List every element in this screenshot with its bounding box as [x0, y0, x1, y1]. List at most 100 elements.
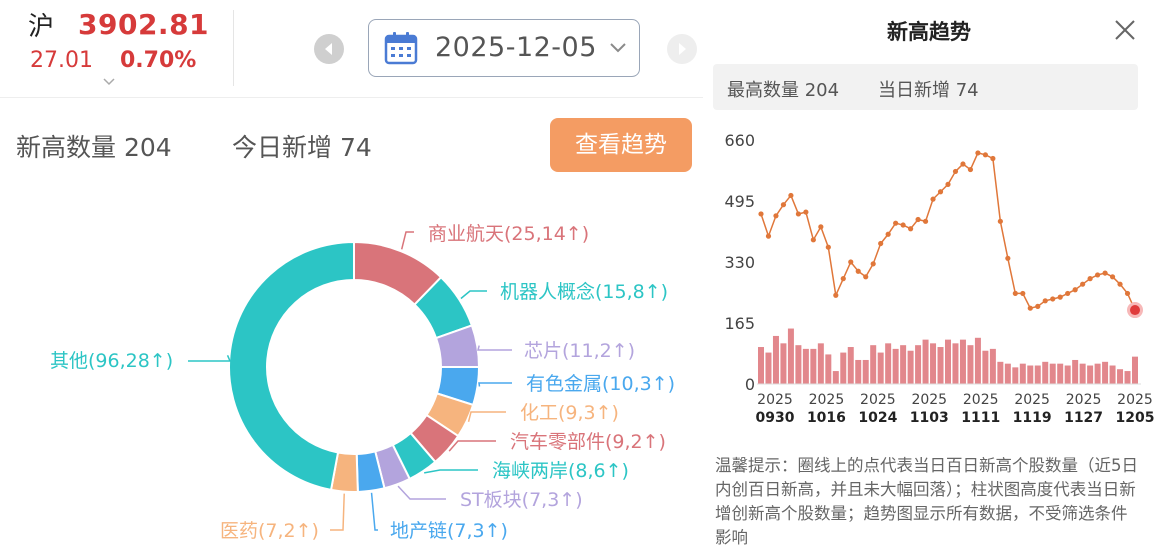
trend-point[interactable]: [937, 189, 944, 195]
trend-point[interactable]: [1102, 270, 1108, 276]
trend-point[interactable]: [1117, 281, 1123, 287]
trend-point[interactable]: [922, 218, 929, 224]
donut-label: 医药(7,2↑): [220, 520, 319, 542]
trend-point[interactable]: [1124, 290, 1131, 297]
trend-point[interactable]: [878, 240, 884, 247]
trend-panel: 新高趋势 最高数量 204 当日新增 74 0 165 330 495 660 2025 0…: [703, 0, 1155, 553]
y-tick-label: 330: [724, 253, 755, 272]
trend-point[interactable]: [870, 261, 876, 267]
chevron-down-icon[interactable]: [103, 78, 115, 86]
date-value: 2025-12-05: [435, 32, 597, 63]
trend-point[interactable]: [818, 224, 824, 230]
trend-point[interactable]: [1109, 274, 1116, 280]
new-count-bar: [847, 347, 854, 384]
trend-point[interactable]: [1012, 290, 1018, 297]
new-count-bar: [959, 339, 966, 384]
trend-point[interactable]: [833, 292, 839, 298]
trend-point[interactable]: [1072, 287, 1078, 293]
new-count-bar: [1012, 367, 1019, 384]
new-high-count: 新高数量 204: [16, 133, 172, 162]
trend-line: [760, 152, 1136, 311]
trend-point[interactable]: [982, 152, 988, 158]
trend-point[interactable]: [765, 233, 772, 239]
trend-point[interactable]: [1027, 305, 1033, 311]
trend-point[interactable]: [848, 259, 854, 265]
trend-point[interactable]: [885, 231, 891, 237]
trend-point[interactable]: [773, 213, 779, 219]
panel-title: 新高趋势: [887, 20, 971, 44]
prev-date-button[interactable]: [314, 34, 344, 64]
new-count-bar: [1049, 363, 1056, 384]
new-count-bar: [840, 352, 847, 384]
donut-label: 芯片(11,2↑): [524, 340, 635, 362]
donut-label: 地产链(7,3↑): [390, 520, 508, 542]
x-tick-year: 2025: [809, 392, 845, 408]
trend-point[interactable]: [840, 276, 846, 282]
new-count-bar: [1124, 371, 1131, 384]
trend-point[interactable]: [1057, 294, 1063, 300]
trend-point[interactable]: [967, 166, 974, 173]
trend-point[interactable]: [952, 168, 959, 175]
view-trend-button[interactable]: 查看趋势: [550, 118, 692, 172]
new-count-bar: [907, 350, 914, 384]
new-count-bar: [945, 339, 951, 384]
new-count-bar: [967, 345, 974, 384]
trend-point[interactable]: [795, 211, 801, 217]
trend-point[interactable]: [915, 216, 921, 223]
trend-point[interactable]: [975, 150, 981, 156]
today-new: 当日新增 74: [878, 80, 979, 101]
chevron-right-icon: [679, 43, 686, 55]
trend-point[interactable]: [803, 209, 809, 215]
new-count-bar: [810, 348, 817, 384]
trend-point[interactable]: [1095, 272, 1101, 278]
index-change: 27.01: [30, 48, 93, 73]
trend-point[interactable]: [1042, 298, 1048, 304]
trend-point[interactable]: [945, 181, 951, 187]
max-count: 最高数量 204: [727, 80, 840, 101]
trend-point[interactable]: [893, 220, 899, 226]
x-tick-year: 2025: [1014, 392, 1050, 408]
close-icon[interactable]: [1113, 18, 1137, 42]
new-count-bar: [1042, 361, 1049, 384]
new-count-bar: [885, 343, 892, 384]
chevron-left-icon: [325, 43, 332, 55]
trend-point[interactable]: [997, 218, 1003, 224]
trend-point[interactable]: [758, 211, 764, 217]
new-count-bar: [1079, 363, 1086, 384]
next-date-button[interactable]: [667, 34, 697, 64]
trend-point[interactable]: [1050, 296, 1056, 302]
donut-label: 汽车零部件(9,2↑): [510, 431, 666, 453]
trend-point[interactable]: [1080, 281, 1086, 287]
trend-point[interactable]: [855, 268, 861, 274]
trend-point[interactable]: [788, 192, 794, 199]
trend-point[interactable]: [990, 155, 996, 162]
new-count-bar: [877, 352, 884, 384]
trend-point[interactable]: [1035, 303, 1041, 309]
trend-point[interactable]: [810, 237, 816, 243]
trend-point[interactable]: [960, 161, 966, 167]
trend-point[interactable]: [780, 202, 787, 208]
date-picker[interactable]: 2025-12-05: [368, 19, 640, 77]
trend-point[interactable]: [1005, 255, 1011, 261]
donut-label: 有色金属(10,3↑): [526, 373, 675, 395]
trend-point[interactable]: [1087, 276, 1093, 282]
new-count-bar: [802, 348, 809, 384]
trend-point[interactable]: [1020, 290, 1026, 297]
trend-point[interactable]: [1065, 290, 1071, 297]
new-count-bar: [1027, 365, 1034, 384]
trend-point[interactable]: [825, 244, 831, 250]
new-count-bar: [892, 348, 899, 384]
donut-slice[interactable]: [228, 240, 355, 492]
trend-point[interactable]: [900, 222, 906, 228]
trend-point[interactable]: [930, 196, 936, 202]
trend-point[interactable]: [908, 226, 914, 232]
index-change-pct: 0.70%: [120, 48, 197, 73]
donut-leader-line: [424, 469, 478, 474]
x-tick-date: 1016: [807, 410, 846, 426]
new-count-bar: [1072, 359, 1079, 384]
donut-leader-line: [460, 290, 487, 300]
trend-point-current[interactable]: [1130, 305, 1140, 316]
new-count-bar: [930, 343, 937, 384]
x-tick-date: 1103: [910, 410, 949, 426]
trend-point[interactable]: [863, 274, 869, 280]
